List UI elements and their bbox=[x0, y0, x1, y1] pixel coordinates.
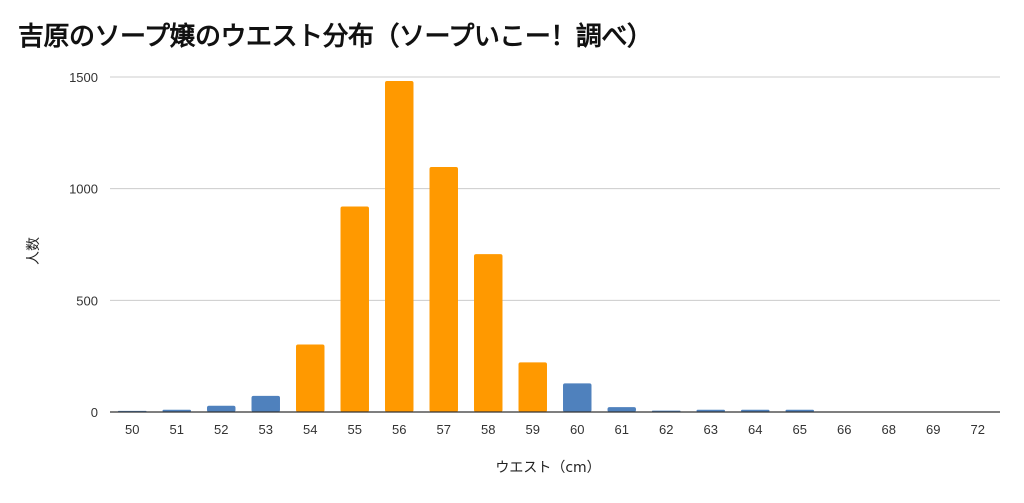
bar-56 bbox=[385, 81, 414, 413]
x-tick-label-65: 65 bbox=[793, 422, 807, 437]
x-tick-label-64: 64 bbox=[748, 422, 762, 437]
x-tick-label-50: 50 bbox=[125, 422, 139, 437]
bar-61 bbox=[607, 407, 636, 412]
x-tick-label-62: 62 bbox=[659, 422, 673, 437]
x-tick-label-60: 60 bbox=[570, 422, 584, 437]
bar-55 bbox=[340, 206, 369, 412]
tick-labels: 0 500 1000 1500 50 51 52 53 54 55 56 57 58 59 60 61 62 63… bbox=[69, 70, 985, 437]
x-tick-label-56: 56 bbox=[392, 422, 406, 437]
bar-52 bbox=[207, 405, 236, 412]
x-tick-label-52: 52 bbox=[214, 422, 228, 437]
y-tick-label-1500: 1500 bbox=[69, 70, 98, 85]
x-tick-label-53: 53 bbox=[259, 422, 273, 437]
bar-57 bbox=[429, 167, 458, 412]
bar-59 bbox=[518, 362, 547, 412]
y-tick-label-500: 500 bbox=[76, 293, 98, 308]
x-tick-label-66: 66 bbox=[837, 422, 851, 437]
x-tick-label-63: 63 bbox=[704, 422, 718, 437]
grid-lines bbox=[110, 76, 1000, 301]
bar-53 bbox=[251, 395, 280, 412]
x-tick-label-57: 57 bbox=[437, 422, 451, 437]
x-tick-label-69: 69 bbox=[926, 422, 940, 437]
x-tick-label-51: 51 bbox=[170, 422, 184, 437]
bar-60 bbox=[563, 383, 592, 412]
x-tick-label-68: 68 bbox=[882, 422, 896, 437]
x-tick-label-72: 72 bbox=[971, 422, 985, 437]
x-axis-title: ウエスト（cm） bbox=[495, 460, 600, 476]
y-tick-label-1000: 1000 bbox=[69, 182, 98, 197]
y-axis-title: 人数 bbox=[26, 237, 42, 265]
x-tick-label-61: 61 bbox=[615, 422, 629, 437]
bar-series bbox=[118, 81, 814, 413]
bar-58 bbox=[474, 254, 503, 412]
x-tick-label-54: 54 bbox=[303, 422, 317, 437]
chart-title: 吉原のソープ嬢のウエスト分布（ソープいこー！調べ） bbox=[18, 22, 653, 52]
bar-54 bbox=[296, 344, 325, 412]
x-tick-label-58: 58 bbox=[481, 422, 495, 437]
x-tick-label-55: 55 bbox=[348, 422, 362, 437]
x-tick-label-59: 59 bbox=[526, 422, 540, 437]
y-tick-label-0: 0 bbox=[91, 405, 98, 420]
